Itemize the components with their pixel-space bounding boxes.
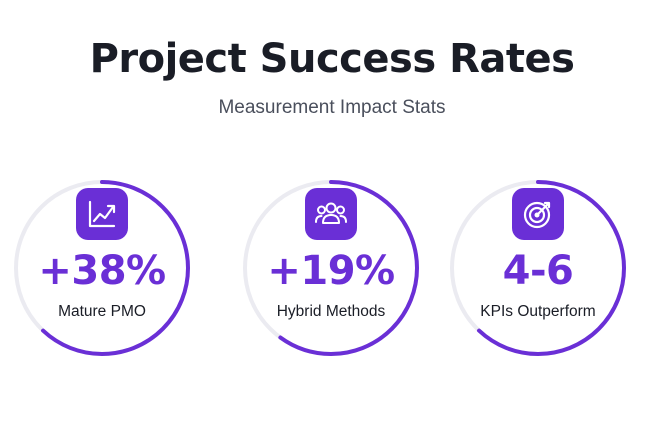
stat-label: Mature PMO [58, 303, 146, 320]
target-arrow-icon [512, 188, 564, 240]
stat-value: +19% [267, 248, 395, 294]
progress-ring [450, 180, 626, 356]
team-users-icon [305, 188, 357, 240]
stat-card-hybrid-methods: +19% Hybrid Methods [241, 178, 421, 358]
progress-ring-arc [14, 180, 190, 356]
progress-ring-arc [243, 180, 419, 356]
progress-ring [14, 180, 190, 356]
stat-label: Hybrid Methods [276, 303, 386, 320]
page-title: Project Success Rates [89, 36, 575, 82]
stat-value: +38% [38, 248, 166, 294]
stat-value: 4-6 [502, 248, 574, 294]
progress-ring [243, 180, 419, 356]
trending-chart-icon [76, 188, 128, 240]
progress-ring-arc [450, 180, 626, 356]
stat-card-kpis-outperform: 4-6 KPIs Outperform [448, 178, 628, 358]
stat-card-mature-pmo: +38% Mature PMO [12, 178, 192, 358]
page-subtitle: Measurement Impact Stats [218, 97, 446, 118]
stat-label: KPIs Outperform [480, 303, 596, 320]
